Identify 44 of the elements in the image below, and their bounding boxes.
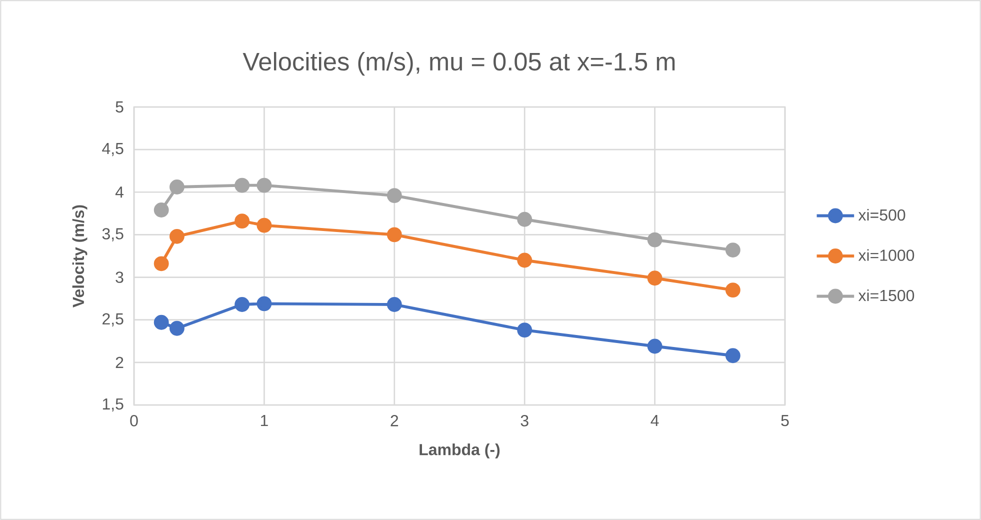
y-tick-label: 2	[116, 356, 124, 368]
y-tick-label: 5	[116, 101, 124, 113]
legend-label: xi=1000	[858, 249, 914, 261]
point	[517, 322, 532, 338]
y-tick-label: 2,5	[102, 313, 124, 326]
point	[234, 214, 250, 229]
point	[725, 242, 740, 258]
point	[725, 282, 740, 298]
point	[154, 314, 169, 330]
point	[256, 218, 272, 233]
point	[170, 180, 184, 194]
point	[517, 212, 532, 227]
x-tick-label: 2	[390, 415, 398, 426]
point	[386, 227, 402, 242]
x-tick-label: 5	[781, 415, 789, 426]
x-axis-title: Lambda (-)	[420, 444, 500, 458]
point	[234, 178, 250, 193]
point	[386, 297, 402, 312]
point	[517, 252, 532, 268]
x-tick-label: 3	[520, 415, 528, 426]
x-tick-label: 4	[650, 415, 659, 426]
point	[647, 270, 662, 286]
chart-title: Velocities (m/s), mu = 0.05 at x=-1.5 m	[242, 52, 675, 76]
point	[234, 297, 250, 312]
point	[647, 338, 662, 354]
legend-label: xi=500	[858, 208, 906, 221]
point	[647, 232, 662, 248]
point	[256, 296, 272, 312]
y-tick-label: 4	[115, 186, 124, 198]
y-tick-label: 3,5	[102, 228, 124, 242]
y-tick-label: 3	[116, 272, 124, 283]
y-axis-title: Velocity (m/s)	[72, 205, 88, 308]
point	[256, 178, 272, 193]
y-tick-label: 4,5	[102, 143, 124, 156]
x-tick-label: 1	[260, 415, 268, 426]
y-tick-label: 1,5	[102, 398, 124, 412]
point	[386, 188, 402, 204]
point	[170, 320, 184, 336]
point	[154, 256, 169, 272]
legend-label: xi=1500	[858, 289, 914, 302]
point	[170, 228, 184, 244]
point	[725, 348, 740, 364]
point	[154, 202, 169, 218]
x-tick-label: 0	[130, 415, 138, 426]
